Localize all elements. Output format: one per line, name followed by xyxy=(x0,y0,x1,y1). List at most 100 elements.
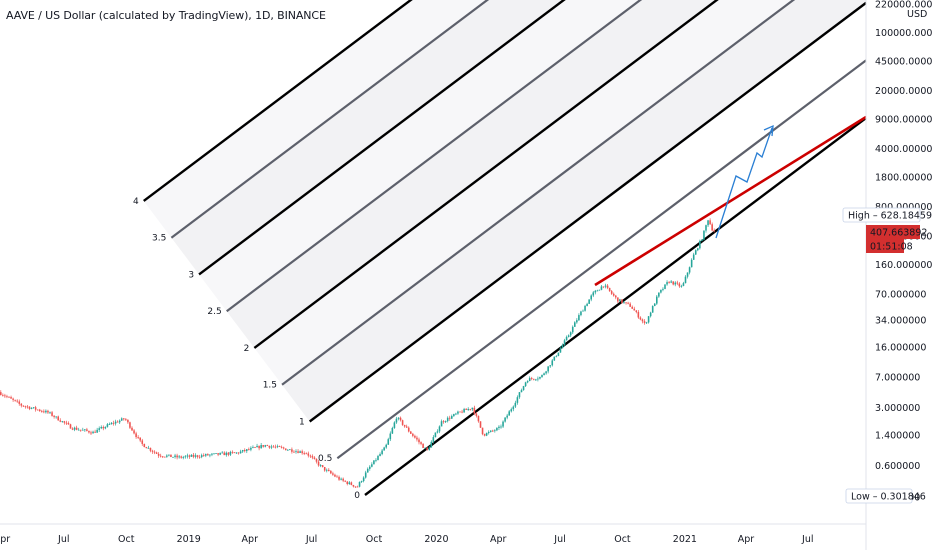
candle xyxy=(678,282,681,288)
candle xyxy=(120,417,123,422)
candle xyxy=(606,284,609,290)
candle xyxy=(211,453,213,457)
candle xyxy=(680,284,683,288)
candle xyxy=(241,449,244,453)
candle xyxy=(379,452,381,457)
price-tick-label: 1.400000 xyxy=(875,430,920,441)
candle xyxy=(284,448,287,451)
candle xyxy=(592,290,595,298)
candle xyxy=(161,455,164,459)
candle xyxy=(713,228,715,233)
currency-label: USD xyxy=(907,9,927,20)
candle xyxy=(145,446,148,449)
candle xyxy=(440,419,443,427)
candle xyxy=(694,249,697,255)
fib-channel-lines[interactable] xyxy=(143,0,867,496)
candle xyxy=(180,455,182,459)
candle xyxy=(414,434,416,439)
candle xyxy=(623,301,625,304)
time-tick-label: 2019 xyxy=(177,534,201,545)
candle xyxy=(530,376,533,381)
candle xyxy=(588,299,590,304)
candle xyxy=(192,452,195,459)
candle xyxy=(496,427,498,432)
time-tick-label: Apr xyxy=(490,534,507,545)
time-tick-label: Apr xyxy=(242,534,259,545)
candle xyxy=(711,222,713,232)
candle xyxy=(205,453,207,458)
price-axis[interactable]: 220000.000000 100000.000000 45000.000000 20… xyxy=(865,0,932,550)
candle xyxy=(463,407,465,413)
price-tick-label: 70.000000 xyxy=(875,290,926,301)
candle xyxy=(446,416,449,423)
candle xyxy=(399,416,402,422)
candle xyxy=(520,388,523,393)
time-tick-label: Apr xyxy=(738,534,755,545)
candle xyxy=(383,446,385,451)
candle xyxy=(709,218,711,225)
candle xyxy=(651,305,654,313)
candle xyxy=(410,430,412,434)
fib-line-2-5 xyxy=(226,0,643,313)
candle xyxy=(557,352,560,357)
candle xyxy=(428,445,431,451)
candle xyxy=(487,430,490,435)
candle xyxy=(32,407,35,409)
candle xyxy=(278,445,281,448)
candle xyxy=(106,423,109,428)
annotations[interactable] xyxy=(594,115,867,287)
candle xyxy=(690,258,693,268)
price-tick-label: 1800.000000 xyxy=(875,173,932,184)
candle xyxy=(207,453,209,456)
candle xyxy=(332,471,334,476)
candle xyxy=(549,365,551,368)
candle xyxy=(256,443,258,448)
candle xyxy=(658,292,660,298)
candle xyxy=(350,481,353,486)
fib-level-label: 3.5 xyxy=(152,234,166,244)
fib-level-label: 4 xyxy=(133,197,139,207)
candle xyxy=(619,298,621,302)
candle xyxy=(420,441,422,446)
candle xyxy=(395,416,398,424)
candle xyxy=(262,445,264,448)
candle xyxy=(164,456,166,458)
candle xyxy=(186,453,189,459)
candle xyxy=(258,445,260,451)
fib-band xyxy=(199,0,641,312)
projection-arrowhead xyxy=(763,124,774,137)
candle xyxy=(629,302,631,308)
candle xyxy=(635,309,638,314)
candle xyxy=(469,408,472,411)
candle xyxy=(539,376,541,380)
time-axis[interactable]: Apr Jul Oct 2019 Apr Jul Oct 2020 Apr Jul Oct 2021 A… xyxy=(0,523,866,545)
candle xyxy=(664,284,666,290)
candle xyxy=(315,458,318,464)
candle xyxy=(174,453,176,459)
candle xyxy=(465,407,467,410)
candle xyxy=(506,413,508,420)
candle xyxy=(170,454,172,458)
candle xyxy=(426,447,428,451)
candle xyxy=(401,419,404,426)
candle xyxy=(4,393,6,398)
candle xyxy=(590,294,592,302)
candle xyxy=(416,435,418,442)
candle xyxy=(537,376,539,382)
candle xyxy=(344,480,346,483)
candle xyxy=(153,450,156,455)
candle xyxy=(102,425,105,431)
chart-title: AAVE / US Dollar (calculated by TradingV… xyxy=(6,9,326,22)
candle xyxy=(82,427,84,431)
candle xyxy=(444,420,447,423)
trendline xyxy=(594,115,867,287)
candle xyxy=(309,454,312,458)
candle xyxy=(123,418,125,421)
candle xyxy=(45,409,47,414)
time-tick-label: Jul xyxy=(57,534,69,545)
candle xyxy=(407,426,410,433)
candle xyxy=(649,311,652,318)
candle xyxy=(143,443,146,448)
